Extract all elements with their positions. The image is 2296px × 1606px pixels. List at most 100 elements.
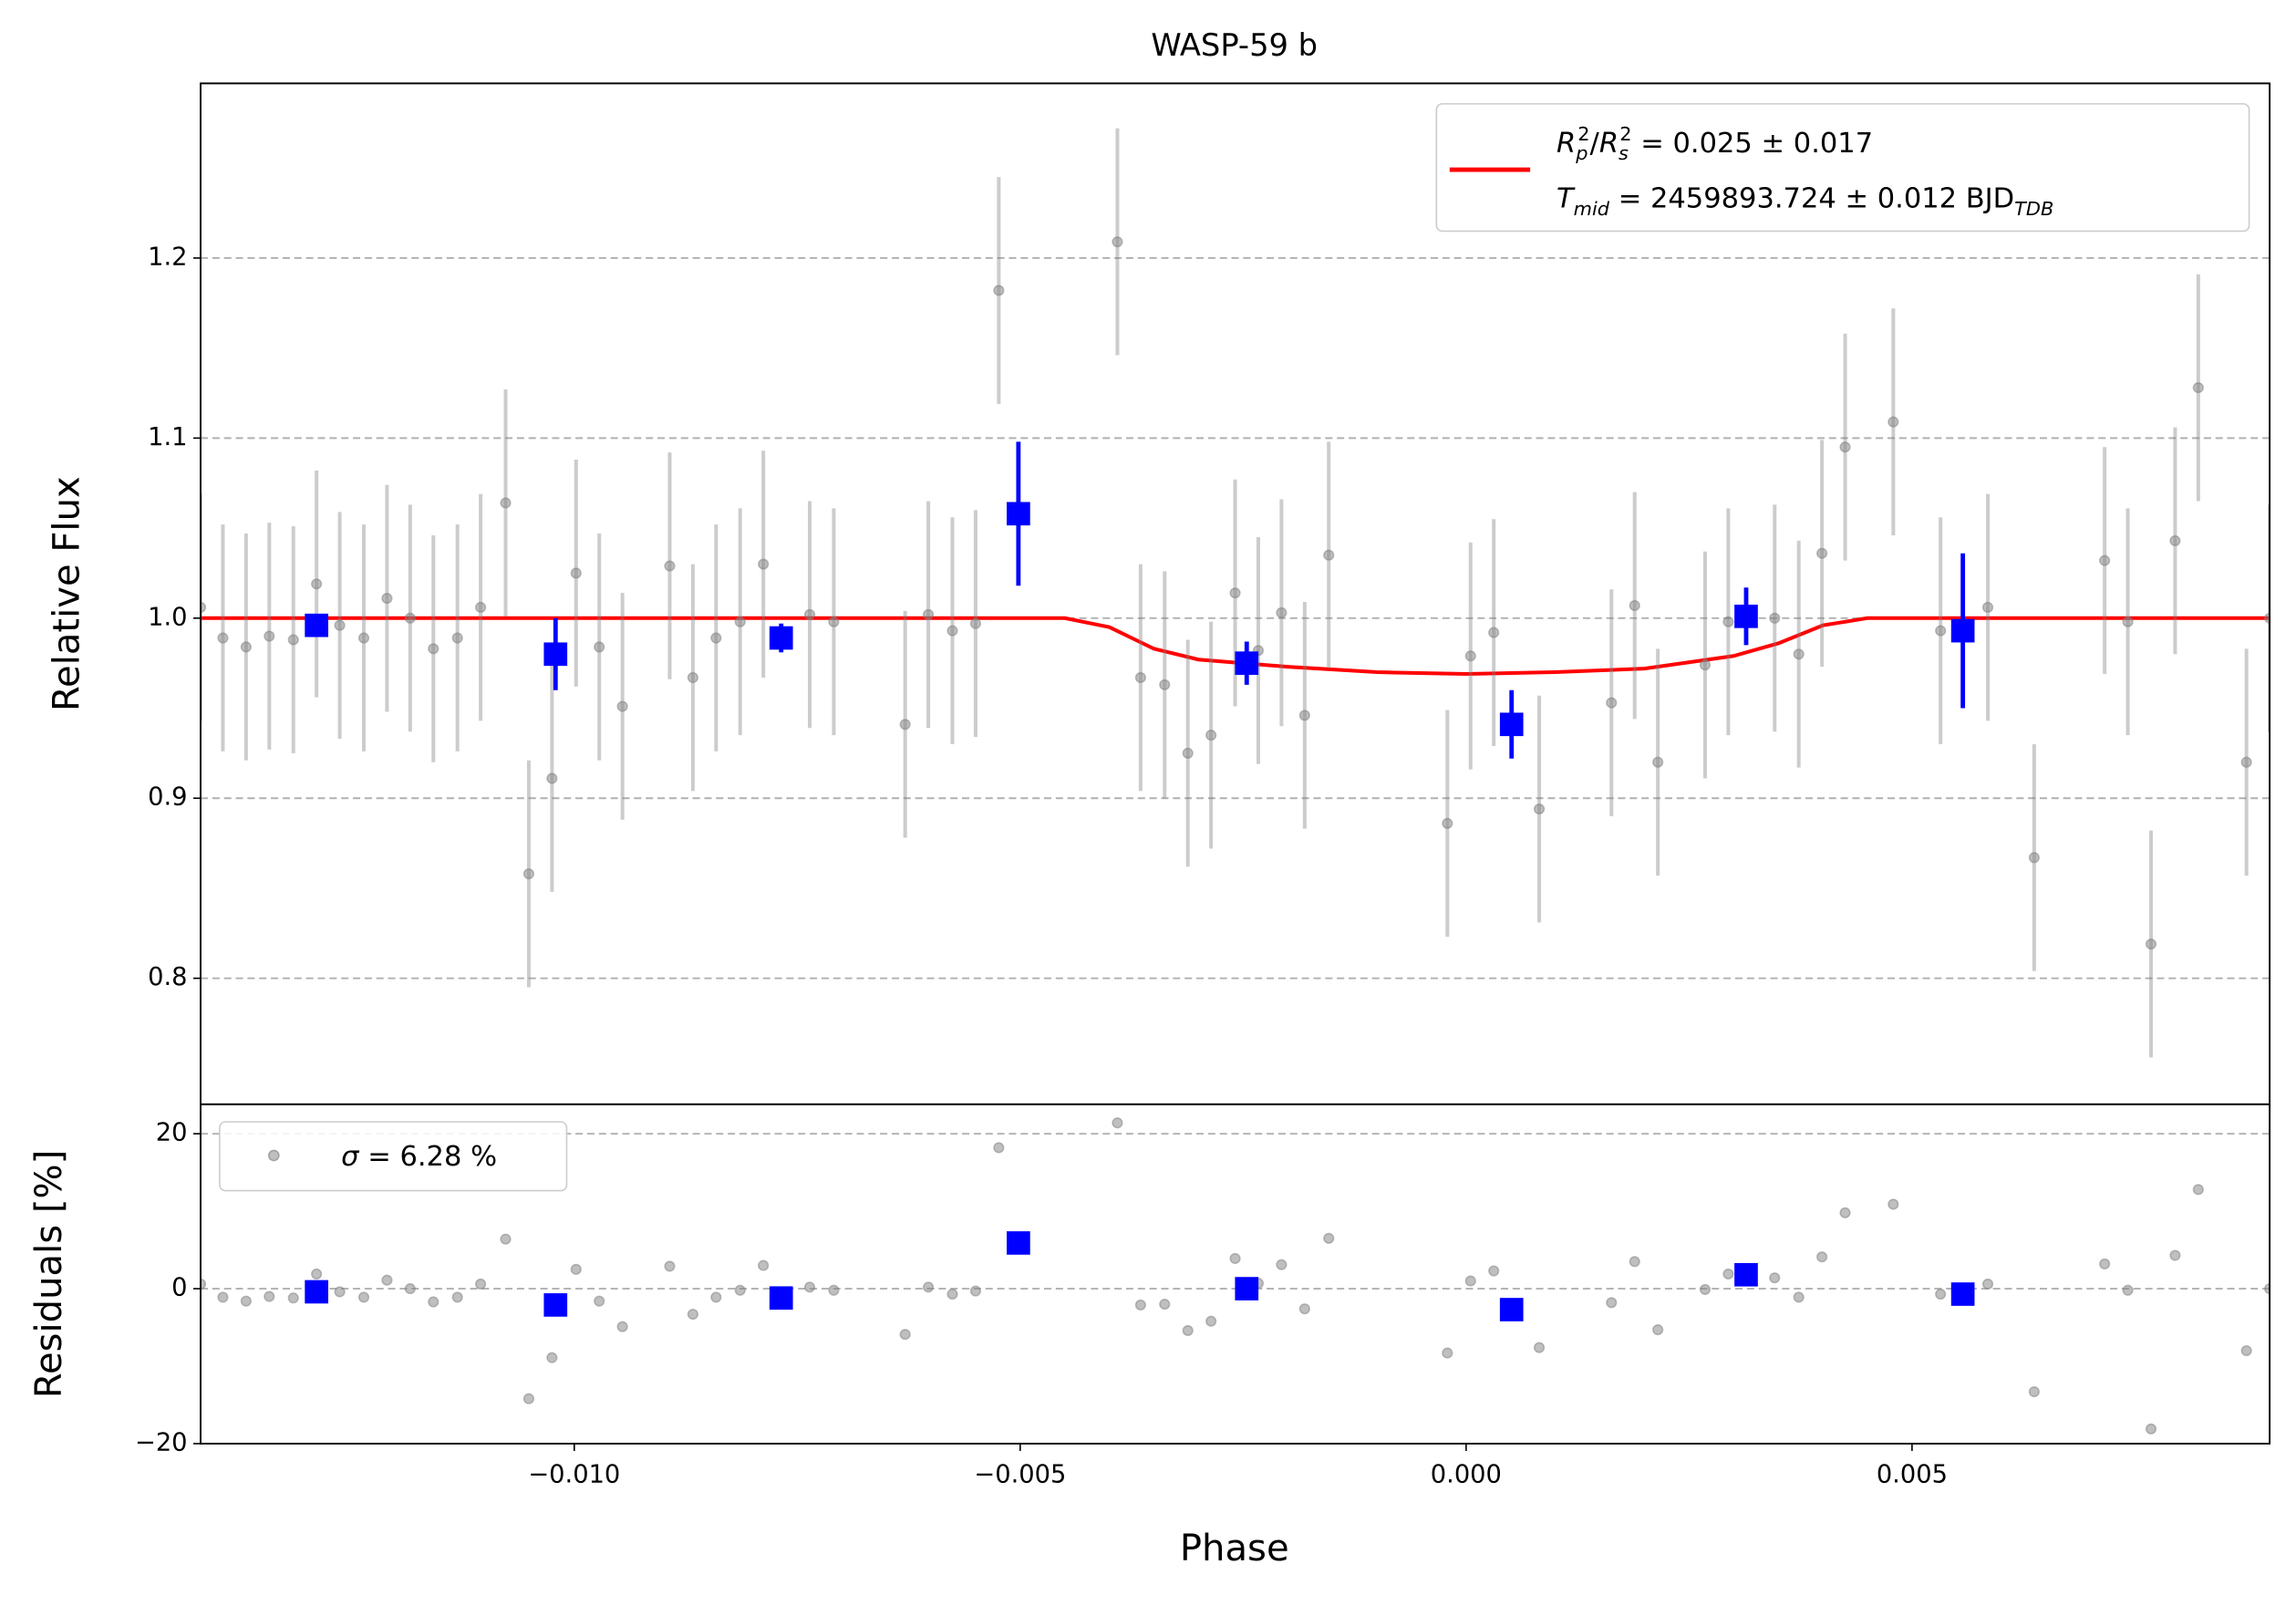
residual-point [404, 1282, 416, 1295]
y-tick-label: −20 [135, 1428, 188, 1456]
data-point [1134, 671, 1146, 684]
binned-point [1734, 605, 1758, 628]
data-point [2192, 381, 2204, 394]
residual-point [969, 1285, 982, 1297]
residual-point [1652, 1324, 1664, 1336]
data-point [217, 632, 229, 644]
data-point [969, 617, 982, 629]
binned-point [1235, 651, 1259, 675]
data-point [522, 868, 535, 880]
residual-point [1699, 1283, 1712, 1296]
binned-point [543, 1293, 568, 1317]
model-line [201, 616, 2270, 677]
data-point [710, 632, 722, 644]
residual-point [1769, 1272, 1781, 1284]
y-axis-label: Relative Flux [46, 476, 88, 711]
residual-point [1229, 1252, 1241, 1265]
data-point [1722, 616, 1734, 627]
legend: σ = 6.28 % [219, 1121, 568, 1192]
residual-point [1533, 1342, 1546, 1353]
residual-point [1606, 1297, 1618, 1309]
y-tick-label: 0.8 [148, 963, 187, 991]
data-point [287, 634, 299, 646]
plot-frame [200, 1103, 2271, 1445]
residual-point [311, 1268, 323, 1280]
x-tick-label: −0.005 [974, 1461, 1066, 1489]
residual-point [1323, 1232, 1335, 1244]
binned-point [1499, 1298, 1524, 1321]
residual-point [1793, 1291, 1805, 1303]
x-tick-label: −0.010 [528, 1461, 620, 1489]
data-point [687, 671, 698, 684]
data-point [546, 772, 558, 784]
residual-point [2028, 1385, 2040, 1398]
y-tick-label: 1.0 [148, 603, 187, 631]
binned-point [1235, 1277, 1259, 1300]
residual-point [1839, 1207, 1851, 1218]
data-point [616, 700, 628, 712]
data-point [475, 601, 487, 614]
data-point [2028, 852, 2040, 864]
y-tick-label: 20 [156, 1119, 188, 1147]
residual-point [240, 1295, 252, 1307]
residual-point [357, 1291, 370, 1303]
x-axis-label: Phase [1180, 1528, 1289, 1570]
residual-point [334, 1286, 346, 1298]
residual-point [828, 1284, 840, 1296]
legend-swatch [267, 1149, 280, 1162]
residual-point [570, 1263, 582, 1275]
binned-point [305, 1280, 328, 1304]
binned-point [1950, 618, 1975, 643]
legend-box [1435, 103, 2250, 233]
residual-point [803, 1281, 816, 1293]
data-point [899, 719, 911, 730]
data-point [1769, 612, 1781, 624]
data-point [1887, 416, 1899, 428]
data-point [1533, 803, 1546, 815]
data-point [428, 643, 440, 655]
residual-point [1159, 1298, 1171, 1311]
data-point [664, 560, 676, 572]
data-point [946, 625, 958, 637]
x-tick-label: 0.000 [1431, 1461, 1502, 1489]
data-point [264, 630, 275, 642]
residual-point [1629, 1256, 1640, 1268]
data-point [1464, 650, 1476, 662]
binned-point [543, 642, 568, 667]
residual-point [217, 1291, 229, 1303]
residual-point [616, 1321, 628, 1332]
y-axis-label: Residuals [%] [28, 1150, 70, 1398]
data-point [1276, 606, 1288, 618]
y-tick-label: 1.1 [148, 423, 187, 451]
residual-point [922, 1281, 935, 1293]
residual-point [1935, 1288, 1947, 1300]
data-point [570, 567, 582, 579]
binned-point [305, 613, 328, 637]
data-point [1182, 747, 1194, 759]
residual-point [1981, 1278, 1994, 1290]
binned-point [1499, 712, 1524, 737]
top-plot-area [201, 128, 2270, 1058]
residual-point [2192, 1184, 2204, 1196]
data-point [311, 578, 323, 590]
legend-label: Tmid = 2459893.724 ± 0.012 BJDTDB [1557, 183, 2053, 220]
data-point [1442, 817, 1453, 829]
y-tick-label: 1.2 [148, 243, 187, 271]
data-point [1298, 710, 1310, 721]
residual-point [546, 1352, 558, 1363]
residual-point [1887, 1198, 1899, 1210]
data-point [1205, 730, 1217, 741]
residual-point [451, 1291, 463, 1303]
residual-point [1464, 1275, 1476, 1287]
residual-point [734, 1284, 746, 1296]
residual-point [1276, 1259, 1288, 1270]
data-point [1816, 547, 1828, 559]
residual-point [1205, 1315, 1217, 1327]
data-point [922, 608, 935, 620]
residual-point [2145, 1423, 2157, 1435]
data-point [1935, 625, 1947, 637]
legend-box [219, 1121, 568, 1192]
axes: 0.8 0.9 1.0 1.1 1.2 −20 0 20 −0.010 −0.005 0.000 0.… [135, 82, 2271, 1489]
residual-point [664, 1260, 676, 1272]
